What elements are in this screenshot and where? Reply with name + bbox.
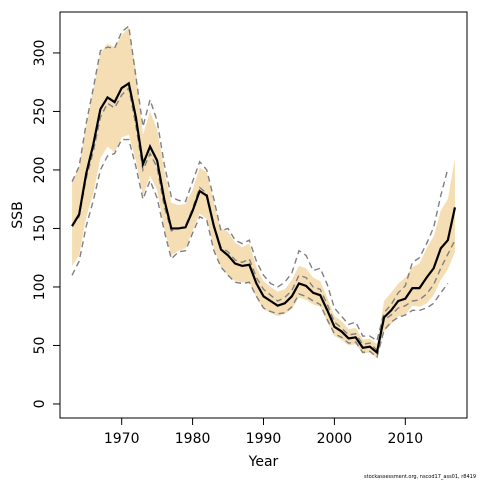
ssb-estimate-line bbox=[71, 81, 457, 355]
footnote: stockassessment.org, nscod17_ass01, r841… bbox=[364, 474, 476, 480]
series-lines bbox=[71, 24, 457, 359]
y-tick-label: 300 bbox=[32, 40, 48, 67]
x-tick-label: 1970 bbox=[104, 431, 140, 447]
y-tick-label: 250 bbox=[32, 98, 48, 125]
y-tick-label: 150 bbox=[32, 215, 48, 242]
y-tick-label: 100 bbox=[32, 274, 48, 301]
y-axis-title: SSB bbox=[10, 201, 26, 228]
x-tick-label: 2010 bbox=[387, 431, 423, 447]
x-axis: 1970 1980 1990 2000 2010 bbox=[104, 418, 423, 447]
y-tick-label: 200 bbox=[32, 157, 48, 184]
y-axis: 0 50 100 150 200 250 300 bbox=[32, 40, 60, 408]
y-tick-label: 50 bbox=[32, 337, 48, 355]
previous-estimate-line bbox=[71, 86, 456, 352]
x-tick-label: 1980 bbox=[175, 431, 211, 447]
band-area bbox=[72, 27, 455, 359]
x-tick-label: 1990 bbox=[246, 431, 282, 447]
y-tick-label: 0 bbox=[32, 399, 48, 408]
x-axis-title: Year bbox=[248, 454, 279, 470]
previous-upper-line bbox=[71, 24, 449, 342]
confidence-band bbox=[72, 27, 455, 359]
x-tick-label: 2000 bbox=[317, 431, 353, 447]
